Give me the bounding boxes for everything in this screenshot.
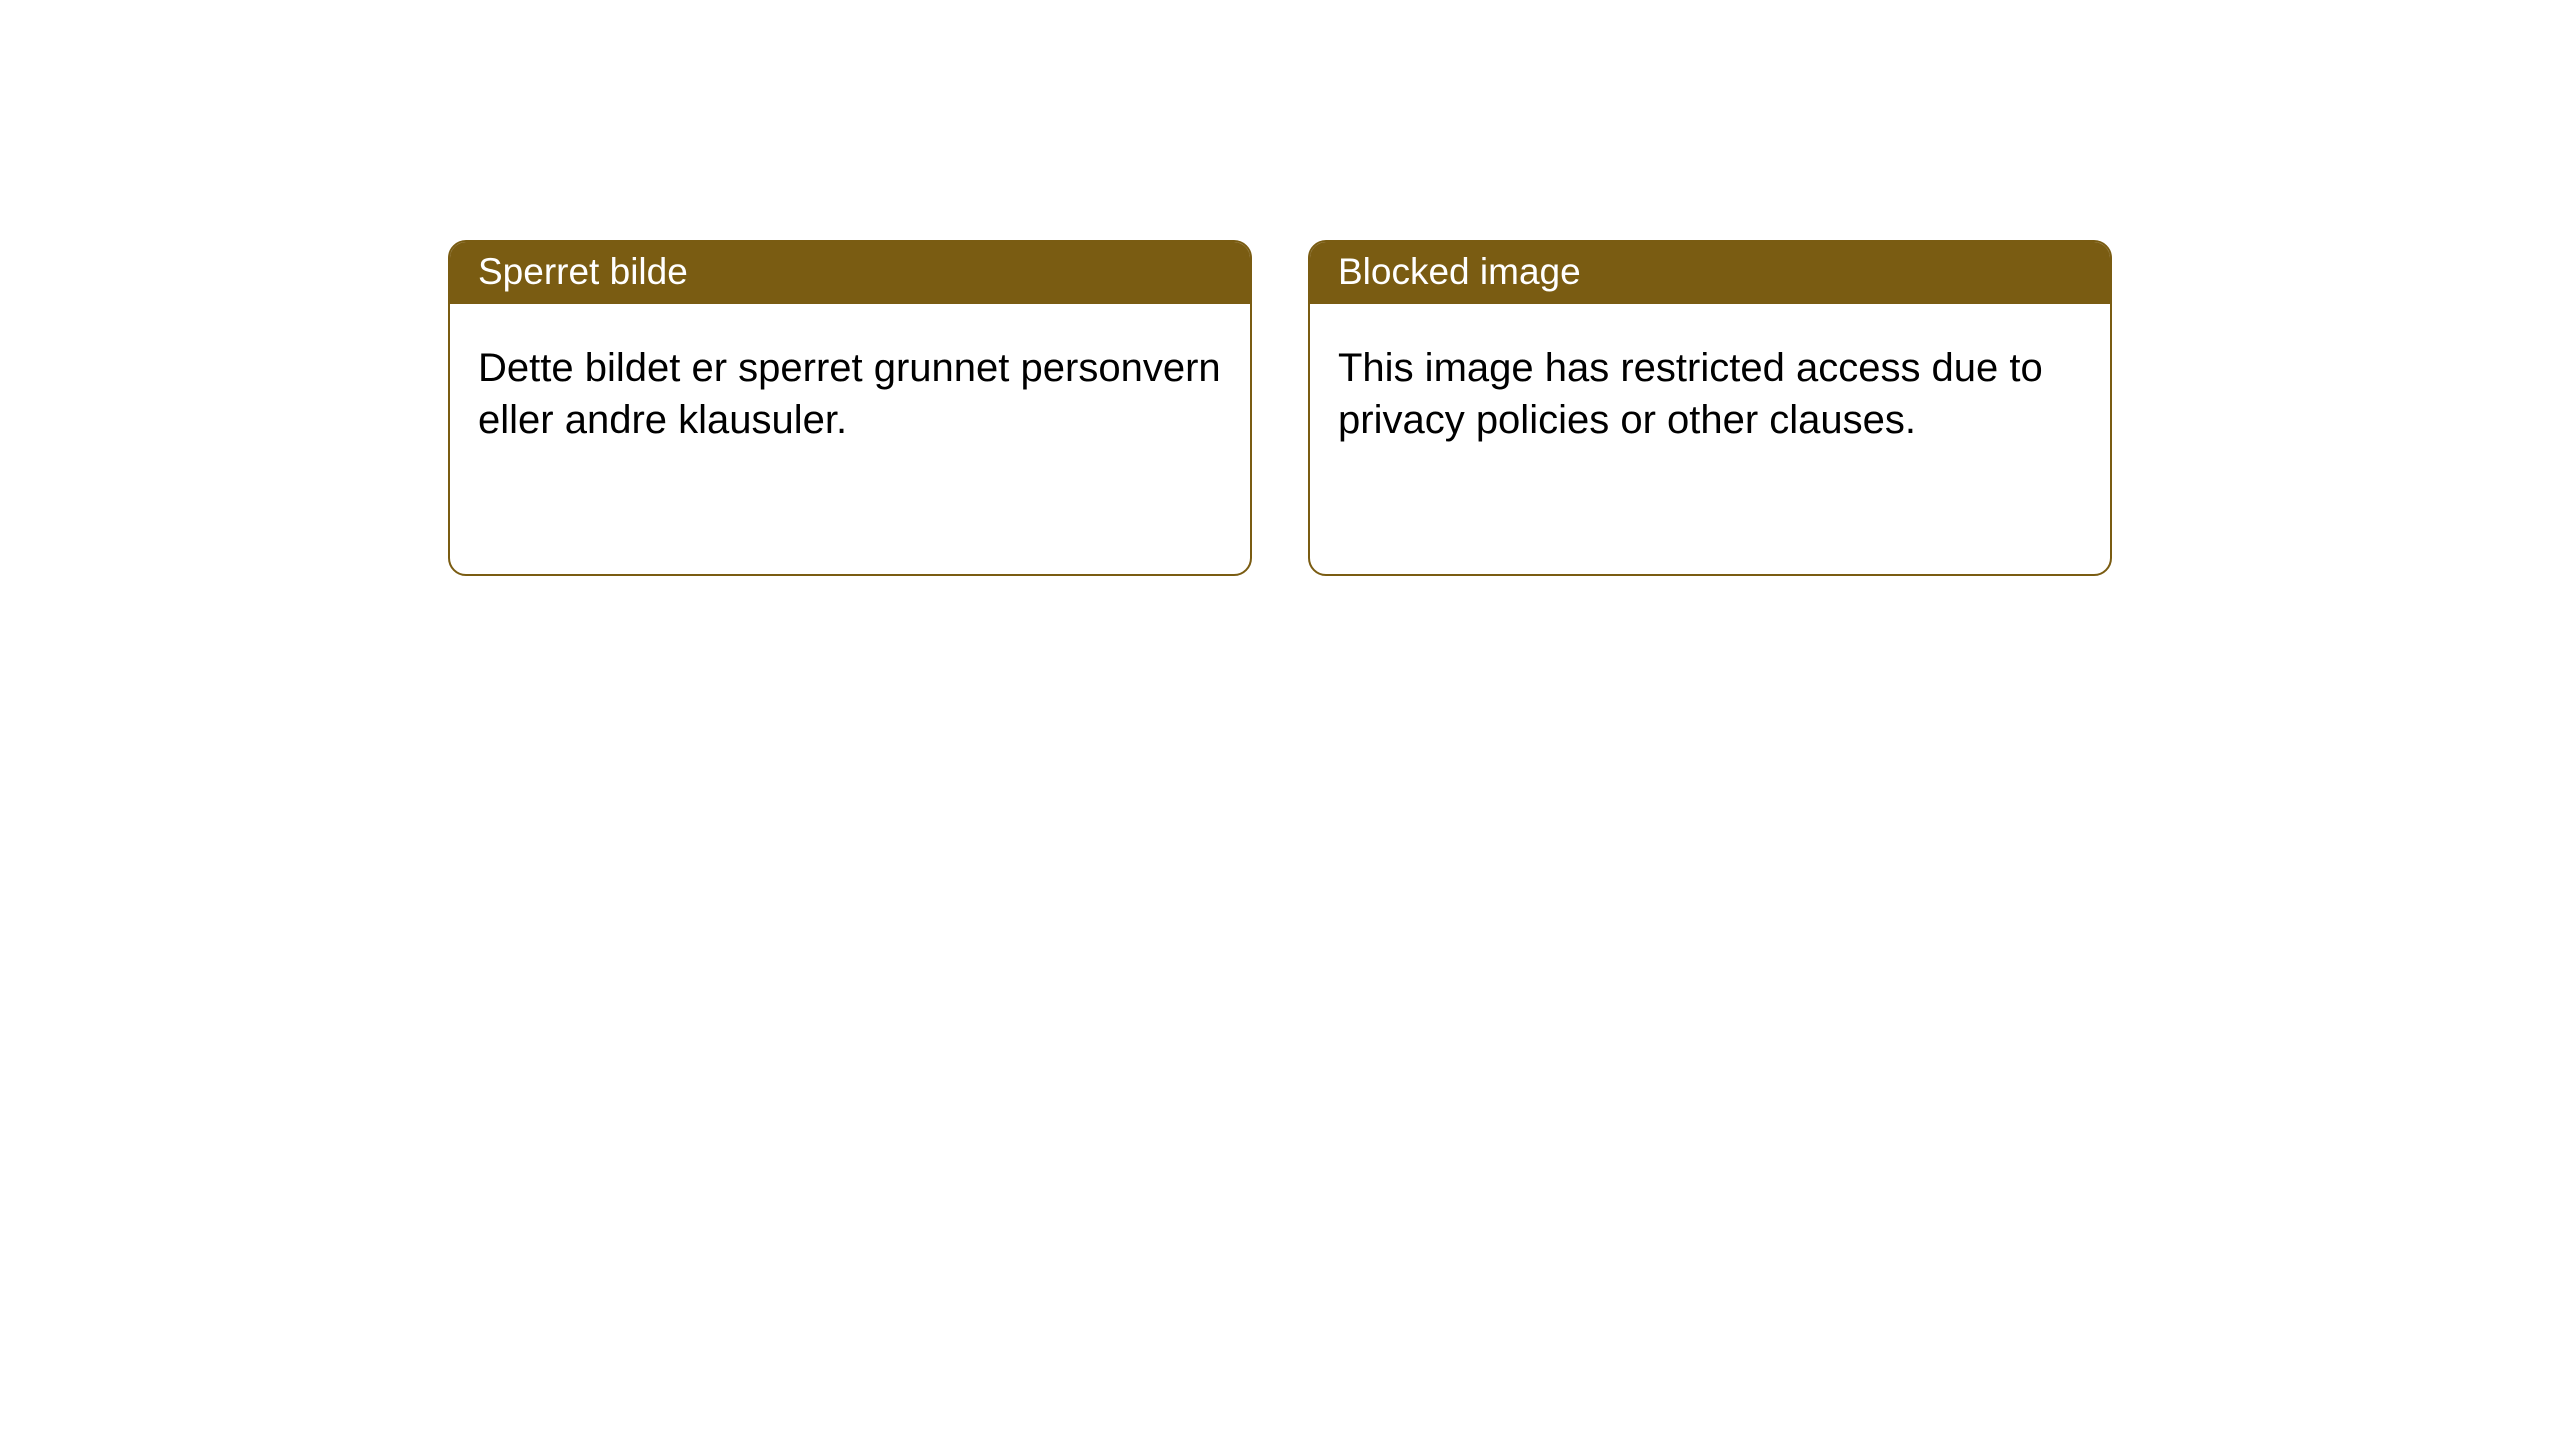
notice-container: Sperret bilde Dette bildet er sperret gr… xyxy=(0,0,2560,576)
notice-header: Sperret bilde xyxy=(450,242,1250,304)
notice-header: Blocked image xyxy=(1310,242,2110,304)
notice-body: This image has restricted access due to … xyxy=(1310,304,2110,474)
notice-body: Dette bildet er sperret grunnet personve… xyxy=(450,304,1250,474)
notice-card-english: Blocked image This image has restricted … xyxy=(1308,240,2112,576)
notice-card-norwegian: Sperret bilde Dette bildet er sperret gr… xyxy=(448,240,1252,576)
